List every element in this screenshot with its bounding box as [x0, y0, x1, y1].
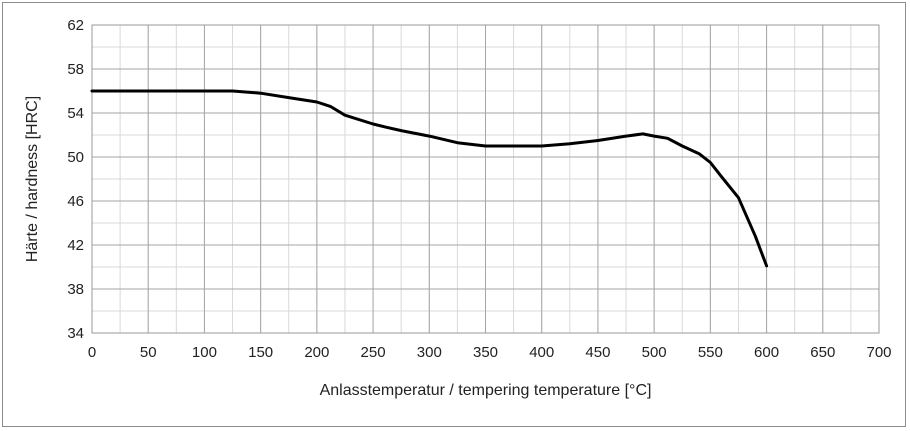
y-axis-title: Härte / hardness [HRC]: [24, 96, 41, 262]
x-tick-label: 150: [248, 344, 273, 361]
x-tick-label: 0: [88, 344, 96, 361]
x-tick-label: 200: [304, 344, 329, 361]
y-axis-ticks: 34 38 42 46 50 54 58 62: [67, 17, 84, 342]
y-tick-label: 58: [67, 61, 84, 78]
hardness-curve: [90, 89, 769, 268]
y-tick-label: 62: [67, 17, 84, 34]
y-tick-label: 46: [67, 193, 84, 210]
hardness-tempering-chart: 0 50 100 150 200 250 300 350 400 450 500 550 600 650 7…: [24, 17, 892, 399]
x-tick-label: 350: [473, 344, 498, 361]
y-tick-label: 54: [67, 105, 84, 122]
x-tick-label: 500: [642, 344, 667, 361]
x-tick-label: 50: [140, 344, 157, 361]
x-tick-label: 100: [192, 344, 217, 361]
x-tick-label: 650: [810, 344, 835, 361]
y-tick-label: 34: [67, 325, 84, 342]
x-tick-label: 700: [866, 344, 891, 361]
x-tick-label: 450: [585, 344, 610, 361]
x-tick-label: 250: [361, 344, 386, 361]
x-tick-label: 300: [417, 344, 442, 361]
x-axis-ticks: 0 50 100 150 200 250 300 350 400 450 500 550 600 650 7…: [88, 344, 892, 361]
y-tick-label: 50: [67, 149, 84, 166]
x-axis-title: Anlasstemperatur / tempering temperature…: [320, 382, 652, 399]
x-tick-label: 600: [754, 344, 779, 361]
y-tick-label: 42: [67, 237, 84, 254]
y-tick-label: 38: [67, 281, 84, 298]
plot-area-border: [91, 24, 880, 334]
x-tick-label: 400: [529, 344, 554, 361]
chart-frame: 0 50 100 150 200 250 300 350 400 450 500 550 600 650 7…: [2, 2, 906, 427]
x-tick-label: 550: [698, 344, 723, 361]
